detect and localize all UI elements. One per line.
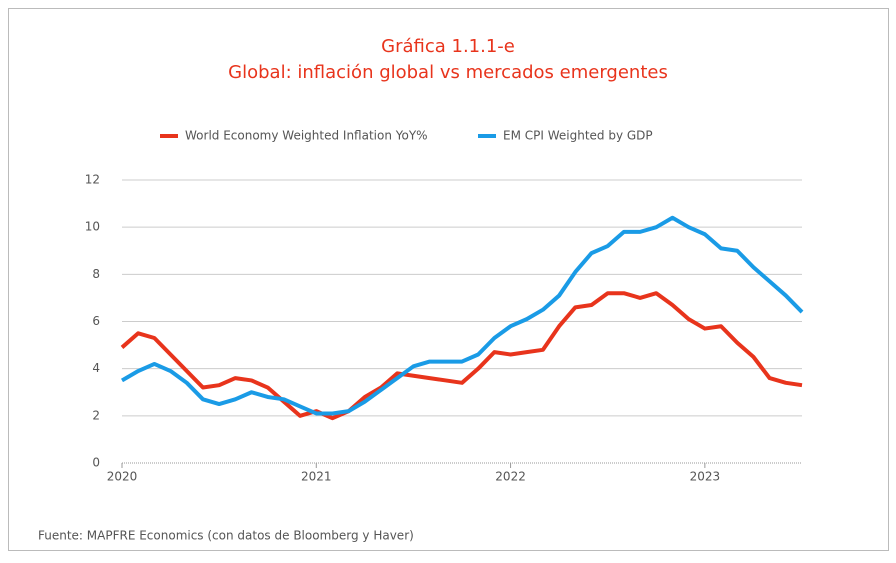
legend-label: EM CPI Weighted by GDP (503, 129, 653, 143)
frame (8, 8, 889, 551)
chart-subtitle: Global: inflación global vs mercados eme… (228, 62, 668, 83)
y-tick-label: 8 (92, 267, 100, 281)
x-tick-label: 2022 (495, 470, 526, 484)
y-tick-label: 4 (92, 361, 100, 375)
y-tick-label: 2 (92, 408, 100, 422)
y-tick-label: 6 (92, 314, 100, 328)
y-tick-label: 12 (85, 173, 100, 187)
legend-label: World Economy Weighted Inflation YoY% (185, 129, 428, 143)
x-tick-label: 2023 (690, 470, 721, 484)
x-tick-label: 2020 (107, 470, 138, 484)
chart-title: Gráfica 1.1.1-e (381, 36, 515, 57)
source: Fuente: MAPFRE Economics (con datos de B… (38, 529, 414, 543)
y-tick-label: 0 (92, 456, 100, 470)
series-line (120, 291, 803, 421)
y-tick-label: 10 (85, 220, 100, 234)
series-line (120, 215, 804, 416)
x-tick-label: 2021 (301, 470, 332, 484)
